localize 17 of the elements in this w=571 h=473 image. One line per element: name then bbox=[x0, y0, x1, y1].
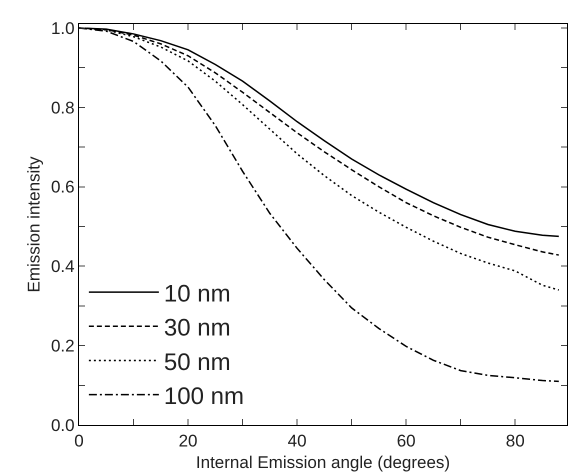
x-tick-label: 80 bbox=[506, 431, 525, 450]
y-tick-label: 0.0 bbox=[50, 416, 75, 435]
y-tick-label: 0.6 bbox=[50, 178, 75, 197]
legend-label: 10 nm bbox=[164, 280, 231, 308]
y-tick-label: 0.8 bbox=[50, 98, 75, 118]
y-tick-label: 0.2 bbox=[50, 336, 75, 356]
y-tick-label: 0.4 bbox=[50, 257, 75, 276]
legend-label: 30 nm bbox=[164, 314, 231, 342]
x-tick-label: 60 bbox=[396, 431, 416, 450]
x-axis-title: Internal Emission angle (degrees) bbox=[196, 452, 450, 472]
legend-label: 50 nm bbox=[164, 348, 231, 376]
y-axis-title: Emission intensity bbox=[24, 156, 44, 293]
x-tick-label: 0 bbox=[74, 431, 84, 450]
x-tick-label: 20 bbox=[178, 431, 198, 450]
x-tick-label: 40 bbox=[288, 431, 307, 450]
legend-label: 100 nm bbox=[164, 383, 244, 410]
y-tick-label: 1.0 bbox=[50, 18, 75, 38]
